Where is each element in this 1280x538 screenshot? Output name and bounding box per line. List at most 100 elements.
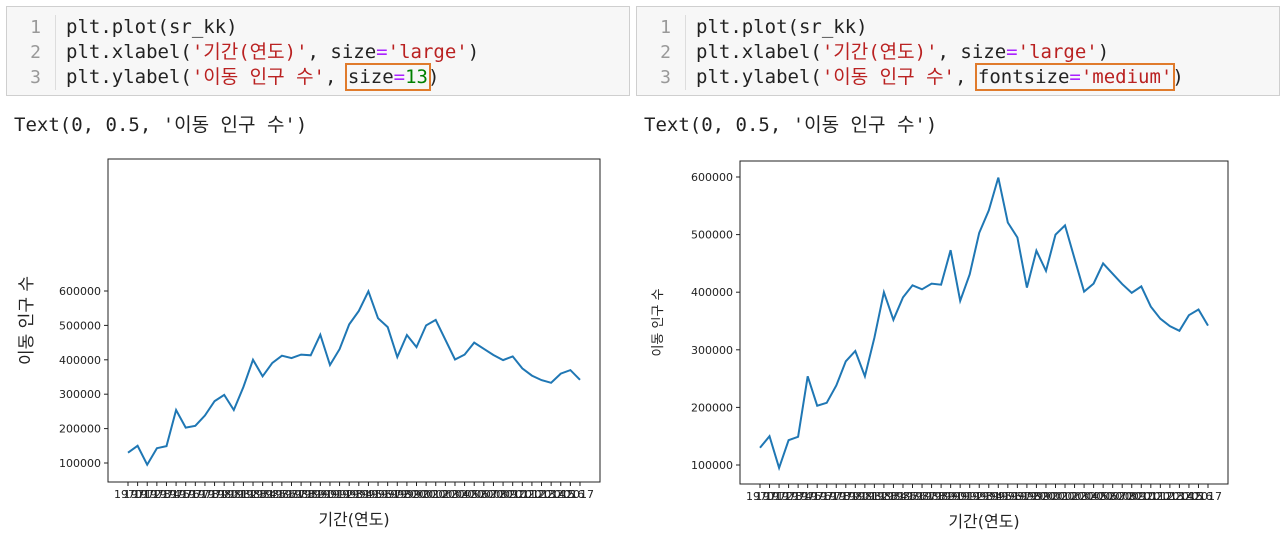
code-token: plt.xlabel( (66, 41, 192, 63)
plot-frame (739, 160, 1229, 485)
notebook-panel-left: 1 2 3 plt.plot(sr_kk) plt.xlabel('기간(연도)… (0, 0, 630, 538)
x-tick-label: 2008 (479, 488, 507, 501)
x-tick-label: 1982 (860, 490, 888, 503)
code-token: plt.plot(sr_kk) (696, 16, 868, 38)
y-axis-label: 이동 인구 수 (17, 276, 37, 365)
x-tick-label: 1993 (335, 488, 363, 501)
y-tick-label: 400000 (691, 286, 733, 299)
x-tick-label: 2012 (1146, 490, 1174, 503)
x-tick-label: 1999 (393, 488, 421, 501)
x-tick-label: 2015 (1175, 490, 1203, 503)
code-token: fontsize (977, 66, 1070, 88)
code-token: plt.xlabel( (696, 41, 822, 63)
operator: = (1069, 66, 1081, 88)
x-tick-label: 1995 (984, 490, 1012, 503)
x-tick-label: 1990 (306, 488, 334, 501)
y-tick-label: 400000 (59, 354, 101, 367)
x-tick-label: 1970 (746, 490, 774, 503)
x-tick-label: 1970 (114, 488, 142, 501)
x-tick-label: 2010 (499, 488, 527, 501)
x-tick-label: 2002 (422, 488, 450, 501)
operator: = (393, 66, 406, 88)
code-token: ) (428, 66, 440, 88)
x-tick-label: 2007 (1099, 490, 1127, 503)
code-token: ) (1172, 66, 1184, 88)
plot-frame (107, 158, 601, 483)
x-tick-label: 2008 (1108, 490, 1136, 503)
x-tick-label: 2014 (537, 488, 565, 501)
string-literal: 'medium' (1080, 66, 1173, 88)
x-tick-label: 1976 (172, 488, 200, 501)
y-tick-label: 300000 (691, 344, 733, 357)
y-tick-label: 200000 (691, 401, 733, 414)
x-tick-label: 2003 (431, 488, 459, 501)
data-line (127, 288, 581, 467)
code-editor[interactable]: plt.plot(sr_kk) plt.xlabel('기간(연도)', siz… (685, 15, 1184, 91)
x-tick-label: 1972 (133, 488, 161, 501)
x-tick-label: 1973 (775, 490, 803, 503)
x-tick-label: 1986 (899, 490, 927, 503)
x-tick-label: 2007 (470, 488, 498, 501)
x-tick-label: 1988 (918, 490, 946, 503)
x-tick-label: 1981 (220, 488, 248, 501)
code-editor[interactable]: plt.plot(sr_kk) plt.xlabel('기간(연도)', siz… (55, 15, 479, 91)
x-tick-label: 1977 (181, 488, 209, 501)
line-number: 3 (660, 67, 671, 88)
x-tick-label: 1987 (908, 490, 936, 503)
x-tick-label: 2014 (1165, 490, 1193, 503)
x-tick-label: 1998 (1013, 490, 1041, 503)
x-tick-label: 1985 (258, 488, 286, 501)
string-literal: 'large' (387, 41, 468, 63)
y-tick-label: 600000 (691, 171, 733, 184)
x-tick-label: 2004 (441, 488, 469, 501)
x-tick-label: 1979 (201, 488, 229, 501)
line-number: 1 (660, 17, 671, 38)
x-tick-label: 2005 (1080, 490, 1108, 503)
line-number: 2 (30, 42, 41, 63)
code-cell[interactable]: 1 2 3 plt.plot(sr_kk) plt.xlabel('기간(연도)… (636, 6, 1280, 96)
x-tick-label: 2016 (556, 488, 584, 501)
x-tick-label: 2001 (1041, 490, 1069, 503)
x-tick-label: 2009 (1118, 490, 1146, 503)
code-token: , size (307, 41, 377, 63)
x-tick-label: 1992 (326, 488, 354, 501)
x-tick-label: 1983 (239, 488, 267, 501)
x-tick-label: 2004 (1070, 490, 1098, 503)
x-tick-label: 1990 (937, 490, 965, 503)
code-line: plt.ylabel('이동 인구 수', fontsize='medium') (696, 63, 1184, 91)
x-tick-label: 1980 (210, 488, 238, 501)
string-literal: '기간(연도)' (191, 41, 308, 63)
x-tick-label: 2012 (518, 488, 546, 501)
line-number: 1 (30, 17, 41, 38)
code-token: plt.ylabel( (696, 66, 822, 88)
code-line: plt.xlabel('기간(연도)', size='large') (696, 40, 1184, 65)
x-tick-label: 2015 (547, 488, 575, 501)
code-line: plt.plot(sr_kk) (696, 15, 1184, 40)
string-literal: 'large' (1017, 41, 1098, 63)
line-number: 2 (660, 42, 671, 63)
x-tick-label: 1986 (268, 488, 296, 501)
y-tick-label: 500000 (691, 229, 733, 242)
output-text: Text(0, 0.5, '이동 인구 수') (644, 114, 938, 136)
x-tick-label: 2000 (403, 488, 431, 501)
x-tick-label: 2002 (1051, 490, 1079, 503)
x-tick-label: 1981 (851, 490, 879, 503)
x-tick-label: 2001 (412, 488, 440, 501)
x-tick-label: 1998 (383, 488, 411, 501)
x-tick-label: 1974 (784, 490, 812, 503)
x-tick-label: 2006 (460, 488, 488, 501)
x-tick-label: 1992 (956, 490, 984, 503)
x-tick-label: 1980 (841, 490, 869, 503)
x-tick-label: 1987 (277, 488, 305, 501)
x-tick-label: 1975 (162, 488, 190, 501)
x-tick-label: 2000 (1032, 490, 1060, 503)
x-tick-label: 1984 (249, 488, 277, 501)
code-cell[interactable]: 1 2 3 plt.plot(sr_kk) plt.xlabel('기간(연도)… (6, 6, 630, 96)
x-tick-label: 2005 (451, 488, 479, 501)
x-tick-label: 1985 (889, 490, 917, 503)
x-tick-label: 1971 (756, 490, 784, 503)
x-tick-label: 1983 (870, 490, 898, 503)
y-tick-label: 100000 (691, 459, 733, 472)
y-tick-label: 200000 (59, 423, 101, 436)
notebook-panel-right: 1 2 3 plt.plot(sr_kk) plt.xlabel('기간(연도)… (634, 0, 1280, 538)
